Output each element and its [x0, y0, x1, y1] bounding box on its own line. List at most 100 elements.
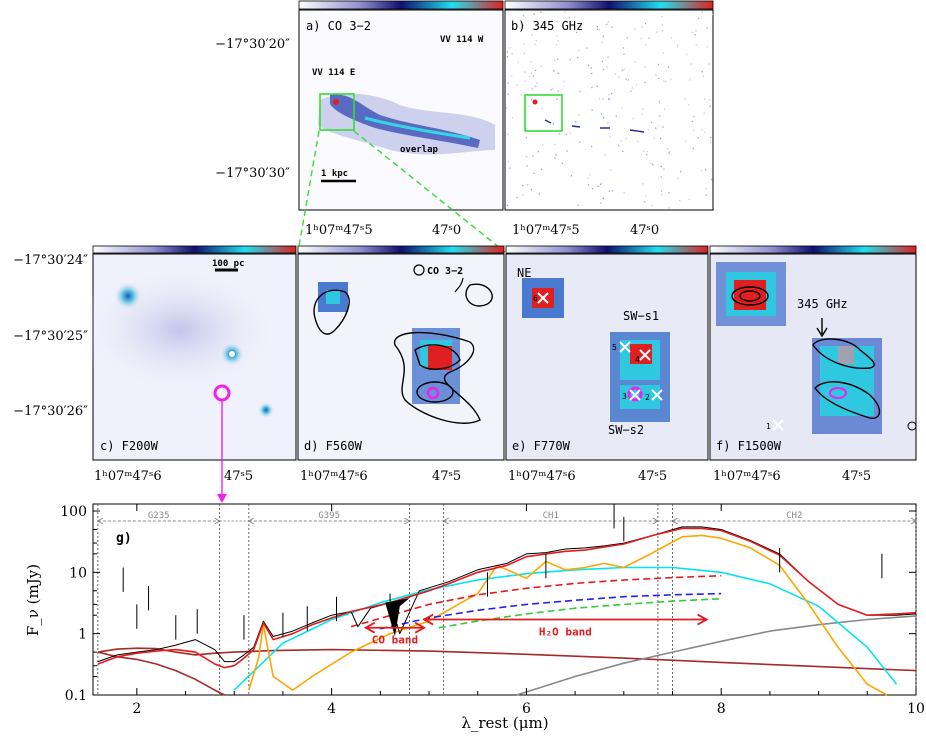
series-cold-dust [516, 615, 917, 696]
noise-dot [658, 101, 661, 103]
series-stellar-steep- [97, 651, 225, 696]
noise-dot [557, 40, 559, 42]
noise-dot [697, 137, 699, 139]
noise-dot [511, 117, 514, 119]
noise-dot [666, 148, 668, 150]
noise-dot [646, 154, 648, 156]
continuum-peak-east [532, 99, 538, 105]
grating-arrowhead [910, 517, 917, 525]
noise-dot [608, 97, 610, 100]
noise-dot [523, 43, 525, 45]
noise-dot [663, 168, 665, 170]
noise-dot [590, 72, 593, 75]
noise-dot [668, 192, 670, 194]
panel-g-label: g) [116, 531, 132, 546]
noise-dot [643, 150, 645, 152]
spectrum-xlabel: λ_rest (μm) [461, 714, 548, 732]
noise-dot [554, 59, 556, 62]
noise-dot [701, 11, 703, 13]
noise-dot [618, 76, 620, 78]
series-pah-warm-dust [248, 534, 888, 696]
noise-dot [710, 141, 712, 143]
noise-dot [590, 67, 592, 69]
band-arrowhead [414, 621, 427, 634]
noise-dot [625, 138, 627, 140]
noise-dot [611, 190, 614, 192]
noise-dot [621, 69, 623, 71]
noise-dot [663, 108, 666, 110]
noise-dot [522, 15, 525, 17]
noise-dot [554, 158, 557, 160]
noise-dot [565, 133, 567, 135]
noise-dot [540, 65, 542, 67]
noise-dot [668, 151, 671, 153]
noise-dot [598, 97, 601, 100]
noise-dot [642, 183, 644, 185]
noise-dot [507, 93, 509, 95]
y-tick-label: 1 [78, 627, 87, 643]
top-ra-tick-4: 47ˢ0 [630, 223, 659, 238]
noise-dot [704, 131, 706, 133]
noise-dot [525, 137, 528, 139]
noise-dot [670, 37, 673, 39]
noise-dot [641, 26, 643, 28]
noise-dot [711, 13, 714, 16]
noise-dot [662, 52, 664, 54]
colorbar-e [505, 245, 709, 254]
noise-dot [523, 52, 526, 54]
noise-dot [556, 98, 558, 101]
noise-dot [684, 140, 687, 142]
series-stellar [97, 647, 917, 672]
noise-dot [630, 90, 632, 92]
noise-dot [611, 92, 613, 95]
noise-dot [700, 169, 703, 172]
noise-dot [516, 196, 518, 199]
noise-dot [622, 150, 624, 153]
noise-dot [587, 184, 589, 186]
source-ne-c [114, 282, 142, 310]
cross-markers-e [537, 292, 663, 401]
magenta-circle-f [829, 387, 847, 399]
panel-f: 1 345 GHz f) F1500W [709, 253, 917, 461]
noise-dot [706, 27, 708, 29]
noise-dot [516, 84, 518, 86]
noise-dot [631, 87, 633, 89]
series-observed-spectrum [97, 526, 917, 663]
noise-dot [661, 29, 664, 32]
top-ra-tick-3: 1ʰ07ᵐ47ˢ5 [512, 223, 580, 238]
noise-dot [552, 122, 554, 125]
mid-ra-tick-d2: 47ˢ5 [432, 469, 461, 484]
noise-dot [553, 157, 556, 159]
noise-dot [677, 44, 679, 46]
zoom-line-right [353, 130, 506, 253]
noise-dot [506, 204, 509, 207]
x-tick-label: 6 [522, 701, 531, 717]
noise-dot [659, 137, 662, 140]
noise-dot [644, 81, 646, 84]
noise-dot [635, 84, 638, 86]
noise-dot [680, 171, 682, 173]
noise-dot [532, 75, 535, 77]
mid-ra-tick-d1: 1ʰ07ᵐ47ˢ6 [300, 469, 368, 484]
noise-dot [574, 16, 576, 18]
noise-dot [597, 185, 599, 188]
pixel-sw-peak-e [630, 344, 652, 364]
noise-dot [576, 31, 578, 34]
noise-dot [536, 82, 538, 84]
noise-dot [668, 207, 670, 209]
label-vv114e: VV 114 E [312, 68, 355, 78]
noise-dot [506, 51, 508, 53]
label-ne: NE [517, 266, 531, 280]
co-beam-arrow [454, 277, 464, 293]
cont-contour-ne-outer [731, 286, 769, 306]
magenta-circle-d [426, 386, 440, 400]
co-contour-sw-outer [394, 331, 481, 424]
scalebar-100pc-label: 100 pc [212, 259, 245, 269]
noise-dot [655, 127, 657, 129]
label-sw-s1: SW−s1 [623, 309, 659, 323]
x-tick-label: 8 [717, 701, 726, 717]
series-total-model [97, 527, 917, 669]
noise-dot [642, 108, 644, 110]
colorbar-c [92, 245, 297, 254]
noise-dot [541, 107, 543, 110]
